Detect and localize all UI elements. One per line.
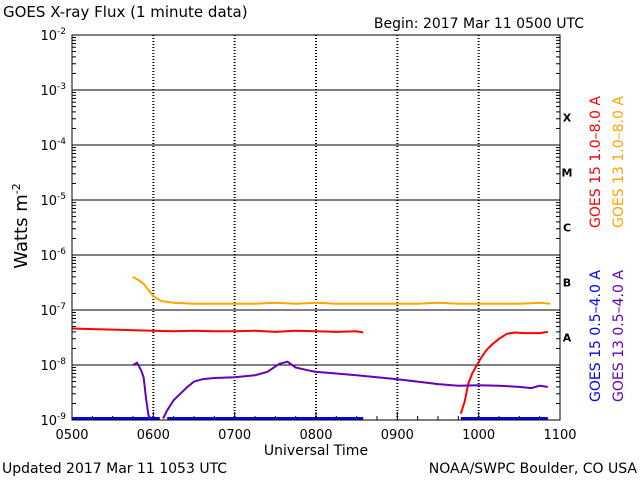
y-tick-label-base: 10: [40, 414, 57, 429]
footer-updated: Updated 2017 Mar 11 1053 UTC: [2, 461, 227, 477]
y-tick-label-base: 10: [40, 84, 57, 99]
flare-class-labels: X M C B A: [562, 112, 573, 345]
y-tick-label-exp: -9: [57, 412, 66, 422]
x-tick-label: 0500: [55, 428, 88, 443]
series-line: [132, 276, 551, 305]
y-tick-label-exp: -5: [57, 192, 66, 202]
begin-time: Begin: 2017 Mar 11 0500 UTC: [374, 16, 584, 32]
y-tick-label: 10-8: [40, 357, 66, 374]
y-tick-label-exp: -2: [57, 27, 66, 37]
x-tick-label: 0800: [299, 428, 332, 443]
y-tick-label: 10-9: [40, 412, 66, 429]
y-tick-label-exp: -7: [57, 302, 66, 312]
y-tick-label: 10-7: [40, 302, 66, 319]
flare-class-label: M: [562, 167, 573, 180]
legend: GOES 15 1.0–8.0 A GOES 13 1.0–8.0 A GOES 1…: [588, 96, 627, 402]
x-tick-label: 1100: [543, 428, 576, 443]
y-axis-label: Watts m-2: [10, 183, 32, 268]
series-line: [162, 360, 548, 419]
y-tick-label: 10-3: [40, 82, 66, 99]
x-axis-label: Universal Time: [264, 443, 368, 459]
series-line: [459, 330, 548, 415]
legend-entry: GOES 13 0.5–4.0 A: [611, 270, 627, 402]
flare-class-label: X: [563, 112, 572, 125]
legend-entry: GOES 15 0.5–4.0 A: [588, 270, 604, 402]
legend-entry: GOES 15 1.0–8.0 A: [588, 96, 604, 228]
y-tick-label-base: 10: [40, 304, 57, 319]
svg-text:Watts m-2: Watts m-2: [10, 183, 32, 268]
y-tick-label: 10-5: [40, 192, 66, 209]
y-tick-label: 10-4: [40, 137, 66, 154]
y-tick-label-base: 10: [40, 249, 57, 264]
y-tick-label: 10-2: [40, 27, 66, 44]
y-tick-label-exp: -8: [57, 357, 66, 367]
y-tick-label-exp: -4: [57, 137, 66, 147]
y-tick-label: 10-6: [40, 247, 66, 264]
series-lines: [71, 276, 551, 420]
x-tick-label: 1000: [462, 428, 495, 443]
y-axis-label-exp: -2: [10, 183, 23, 194]
x-tick-label: 0700: [218, 428, 251, 443]
y-tick-label-base: 10: [40, 29, 57, 44]
chart-title: GOES X-ray Flux (1 minute data): [3, 3, 248, 21]
y-tick-label-exp: -6: [57, 247, 66, 257]
x-tick-label: 0900: [381, 428, 414, 443]
x-tick-label: 0600: [137, 428, 170, 443]
y-tick-label-base: 10: [40, 359, 57, 374]
flare-class-label: C: [563, 222, 571, 235]
flare-class-label: A: [563, 332, 572, 345]
footer-source: NOAA/SWPC Boulder, CO USA: [429, 461, 638, 477]
series-line: [132, 361, 152, 420]
grid-lines: [72, 35, 560, 420]
y-tick-label-base: 10: [40, 194, 57, 209]
y-axis-label-text: Watts m: [11, 194, 32, 268]
y-tick-label-exp: -3: [57, 82, 66, 92]
flare-class-label: B: [563, 277, 571, 290]
y-tick-label-base: 10: [40, 139, 57, 154]
legend-entry: GOES 13 1.0–8.0 A: [611, 96, 627, 228]
series-line: [71, 327, 364, 334]
